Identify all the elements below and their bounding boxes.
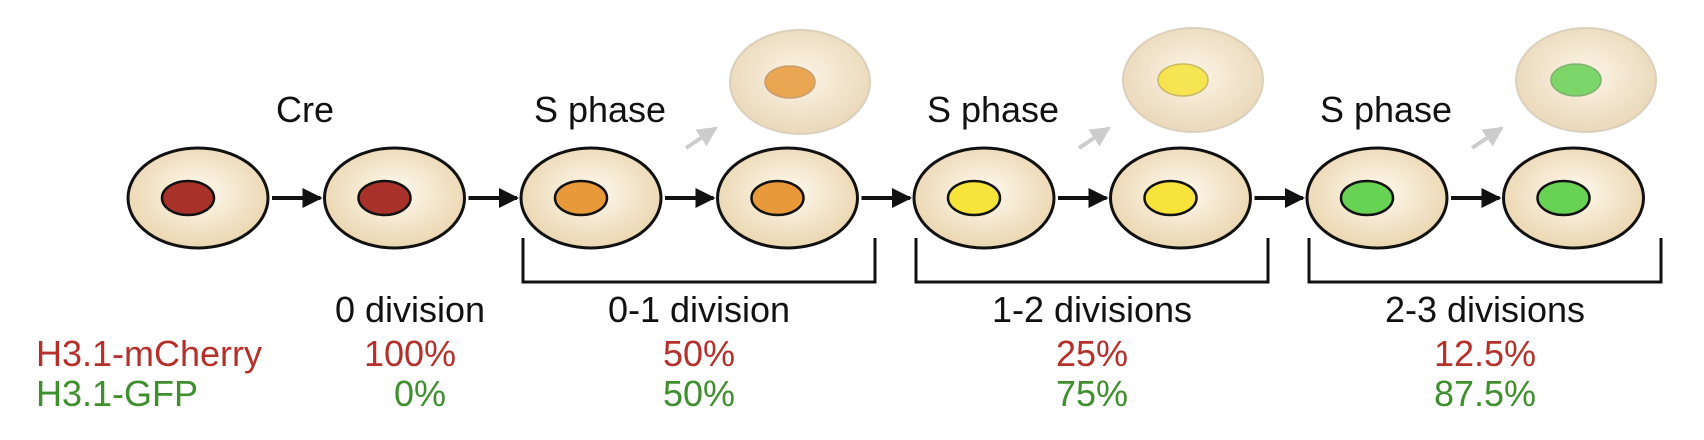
gfp-values: 0% 50% 75% 87.5% — [394, 373, 1536, 414]
faded-arrow-3 — [1470, 126, 1504, 150]
bracket-2-3 — [1307, 238, 1663, 284]
cell-6 — [1109, 146, 1252, 250]
cell-nucleus — [1339, 179, 1395, 217]
cell-row — [126, 146, 1645, 250]
cell-5 — [912, 146, 1056, 250]
cell-8 — [1502, 146, 1645, 250]
row-label-mcherry: H3.1-mCherry — [36, 333, 262, 374]
faded-nucleus — [764, 65, 816, 99]
cell-3 — [519, 146, 663, 250]
mcherry-value-0: 100% — [364, 333, 456, 374]
cell-1 — [126, 146, 270, 250]
bracket-0-1 — [521, 238, 877, 284]
faded-arrow-1 — [684, 126, 718, 150]
cell-7 — [1305, 146, 1449, 250]
cell-nucleus — [750, 179, 805, 217]
faded-nucleus — [1550, 63, 1602, 97]
division-label-1: 0-1 division — [608, 289, 790, 330]
division-label-0: 0 division — [335, 289, 485, 330]
step-label-s-phase-2: S phase — [927, 89, 1059, 130]
cell-nucleus — [357, 179, 412, 217]
gfp-value-1: 50% — [663, 373, 735, 414]
cell-nucleus — [160, 179, 216, 217]
row-label-gfp: H3.1-GFP — [36, 373, 198, 414]
cell-nucleus — [553, 179, 609, 217]
step-label-s-phase-3: S phase — [1320, 89, 1452, 130]
division-label-2: 1-2 divisions — [992, 289, 1192, 330]
cell-nucleus — [1143, 179, 1198, 217]
gfp-value-2: 75% — [1056, 373, 1128, 414]
faded-arrow-2 — [1077, 126, 1111, 150]
bracket-1-2 — [914, 238, 1270, 284]
mcherry-value-1: 50% — [663, 333, 735, 374]
faded-cell-2 — [1122, 27, 1264, 133]
division-label-3: 2-3 divisions — [1385, 289, 1585, 330]
step-label-s-phase-1: S phase — [534, 89, 666, 130]
cell-nucleus — [946, 179, 1002, 217]
mcherry-value-2: 25% — [1056, 333, 1128, 374]
gfp-value-0: 0% — [394, 373, 446, 414]
gfp-value-3: 87.5% — [1434, 373, 1536, 414]
mcherry-values: 100% 50% 25% 12.5% — [364, 333, 1536, 374]
faded-nucleus — [1157, 63, 1209, 97]
cell-4 — [716, 146, 859, 250]
step-label-cre: Cre — [276, 89, 334, 130]
mcherry-value-3: 12.5% — [1434, 333, 1536, 374]
faded-cell-1 — [729, 29, 871, 135]
cell-nucleus — [1536, 179, 1591, 217]
cell-2 — [323, 146, 466, 250]
faded-cell-3 — [1515, 27, 1657, 133]
